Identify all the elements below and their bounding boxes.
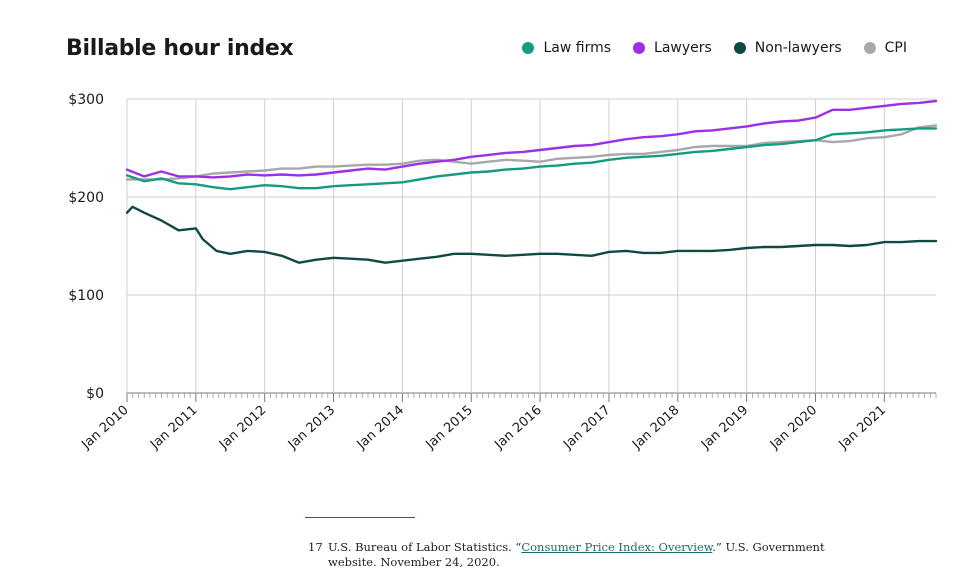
legend-label: Lawyers <box>654 40 712 56</box>
series-line-lawyers <box>125 99 938 179</box>
x-tick-label: Jan 2015 <box>423 403 476 453</box>
legend-swatch <box>863 42 876 54</box>
footnote-divider <box>305 517 415 518</box>
y-tick-label: $300 <box>68 92 104 108</box>
y-tick-label: $200 <box>68 190 104 206</box>
legend-label: CPI <box>884 40 907 56</box>
legend-item: Lawyers <box>633 40 712 56</box>
footnote: 17 U.S. Bureau of Labor Statistics. “Cons… <box>308 540 868 570</box>
footnote-prefix: U.S. Bureau of Labor Statistics. “ <box>328 540 522 554</box>
legend-item: Non-lawyers <box>733 40 842 56</box>
footnote-link[interactable]: Consumer Price Index: Overview <box>521 540 713 554</box>
footnote-number: 17 <box>308 540 323 554</box>
chart-legend: Law firms Lawyers Non-lawyers CPI <box>522 40 907 56</box>
x-tick-label: Jan 2016 <box>491 403 544 453</box>
series-line-law-firms <box>125 127 938 191</box>
legend-swatch <box>633 42 646 54</box>
legend-label: Law firms <box>543 40 612 56</box>
y-tick-label: $100 <box>68 288 104 304</box>
footnote-suffix: .” U.S. Government <box>712 540 825 554</box>
series-line-non-lawyers <box>125 205 938 264</box>
x-tick-label: Jan 2014 <box>354 403 407 453</box>
legend-item: Law firms <box>522 40 611 56</box>
legend-swatch <box>733 42 746 54</box>
footnote-line-2: website. November 24, 2020. <box>328 555 500 569</box>
x-tick-label: Jan 2013 <box>285 403 338 453</box>
x-tick-label: Jan 2021 <box>836 403 889 453</box>
x-tick-label: Jan 2011 <box>147 403 200 453</box>
x-tick-label: Jan 2010 <box>78 403 131 453</box>
x-tick-label: Jan 2019 <box>698 403 751 453</box>
legend-swatch <box>522 42 535 54</box>
chart-title: Billable hour index <box>66 36 294 61</box>
x-tick-label: Jan 2012 <box>216 403 269 453</box>
x-tick-label: Jan 2018 <box>629 403 682 453</box>
x-tick-label: Jan 2020 <box>767 403 820 453</box>
chart-plot: $0 $100 $200 $300 Jan 2010 Jan 2011 Jan 2012 Ja… <box>68 92 938 453</box>
legend-label: Non-lawyers <box>754 40 842 56</box>
x-tick-label: Jan 2017 <box>560 403 613 453</box>
y-tick-label: $0 <box>86 386 104 402</box>
legend-item: CPI <box>863 40 907 56</box>
series-line-cpi <box>125 124 938 181</box>
